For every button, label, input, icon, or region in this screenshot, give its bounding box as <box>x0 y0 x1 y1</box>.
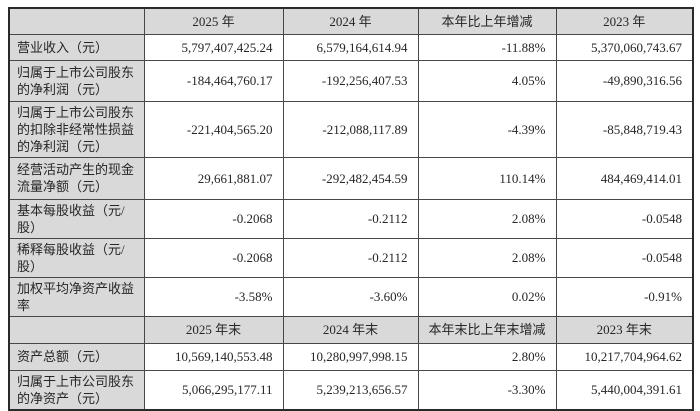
cell-value: 5,440,004,391.61 <box>555 369 694 410</box>
cell-value: -3.60% <box>282 276 419 317</box>
cell-value: -0.91% <box>555 276 694 317</box>
cell-value: 110.14% <box>417 156 557 200</box>
row-label: 加权平均净资产收益率 <box>8 276 145 317</box>
column-header-2024-end: 2024 年末 <box>282 315 419 344</box>
table-row-diluted-eps: 稀释每股收益（元/股） -0.2068 -0.2112 2.08% -0.054… <box>8 237 694 278</box>
table-row-net-profit: 归属于上市公司股东的净利润（元） -184,464,760.17 -192,25… <box>8 59 694 102</box>
cell-value: 0.02% <box>417 276 557 317</box>
cell-value: -192,256,407.53 <box>282 59 419 102</box>
cell-value: -11.88% <box>417 33 557 61</box>
row-label: 营业收入（元） <box>8 33 145 61</box>
row-label: 资产总额（元） <box>8 342 145 371</box>
cell-value: -0.2068 <box>143 237 284 278</box>
cell-value: 2.08% <box>417 237 557 278</box>
cell-value: 10,569,140,553.48 <box>143 342 284 371</box>
cell-value: 2.08% <box>417 198 557 239</box>
table-row-revenue: 营业收入（元） 5,797,407,425.24 6,579,164,614.9… <box>8 33 694 61</box>
row-label: 基本每股收益（元/股） <box>8 198 145 239</box>
cell-value: 5,370,060,743.67 <box>555 33 694 61</box>
cell-value: -0.0548 <box>555 237 694 278</box>
cell-value: 4.05% <box>417 59 557 102</box>
cell-value: 10,217,704,964.62 <box>555 342 694 371</box>
cell-value: -4.39% <box>417 100 557 158</box>
column-header-yoy-change: 本年比上年增减 <box>417 7 557 35</box>
table-row-net-assets: 归属于上市公司股东的净资产（元） 5,066,295,177.11 5,239,… <box>8 369 694 410</box>
financial-summary: 2025 年 2024 年 本年比上年增减 2023 年 营业收入（元） 5,7… <box>8 7 694 411</box>
cell-value: -212,088,117.89 <box>282 100 419 158</box>
cell-value: 5,797,407,425.24 <box>143 33 284 61</box>
row-label: 归属于上市公司股东的净利润（元） <box>8 59 145 102</box>
table-row-net-profit-excl-nonrecurring: 归属于上市公司股东的扣除非经常性损益的净利润（元） -221,404,565.2… <box>8 100 694 158</box>
cell-value: 484,469,414.01 <box>555 156 694 200</box>
column-header-2024: 2024 年 <box>282 7 419 35</box>
cell-value: -184,464,760.17 <box>143 59 284 102</box>
cell-value: -221,404,565.20 <box>143 100 284 158</box>
column-header-year-end-change: 本年末比上年末增减 <box>417 315 557 344</box>
table-row-weighted-avg-roe: 加权平均净资产收益率 -3.58% -3.60% 0.02% -0.91% <box>8 276 694 317</box>
cell-value: -0.2112 <box>282 237 419 278</box>
table-row-basic-eps: 基本每股收益（元/股） -0.2068 -0.2112 2.08% -0.054… <box>8 198 694 239</box>
column-header-2023: 2023 年 <box>555 7 694 35</box>
corner-cell <box>8 315 145 344</box>
cell-value: 5,239,213,656.57 <box>282 369 419 410</box>
column-header-2023-end: 2023 年末 <box>555 315 694 344</box>
table-row-operating-cash-flow: 经营活动产生的现金流量净额（元） 29,661,881.07 -292,482,… <box>8 156 694 200</box>
cell-value: 10,280,997,998.15 <box>282 342 419 371</box>
table-row-total-assets: 资产总额（元） 10,569,140,553.48 10,280,997,998… <box>8 342 694 371</box>
cell-value: 5,066,295,177.11 <box>143 369 284 410</box>
cell-value: -3.58% <box>143 276 284 317</box>
cell-value: -49,890,316.56 <box>555 59 694 102</box>
cell-value: 2.80% <box>417 342 557 371</box>
row-label: 归属于上市公司股东的净资产（元） <box>8 369 145 410</box>
row-label: 归属于上市公司股东的扣除非经常性损益的净利润（元） <box>8 100 145 158</box>
cell-value: -292,482,454.59 <box>282 156 419 200</box>
corner-cell <box>8 7 145 35</box>
column-header-2025: 2025 年 <box>143 7 284 35</box>
cell-value: -0.2068 <box>143 198 284 239</box>
financial-summary-table: 2025 年 2024 年 本年比上年增减 2023 年 营业收入（元） 5,7… <box>8 7 694 411</box>
row-label: 经营活动产生的现金流量净额（元） <box>8 156 145 200</box>
table-header-row-year-end: 2025 年末 2024 年末 本年末比上年末增减 2023 年末 <box>8 315 694 344</box>
table-header-row-annual: 2025 年 2024 年 本年比上年增减 2023 年 <box>8 7 694 35</box>
row-label: 稀释每股收益（元/股） <box>8 237 145 278</box>
cell-value: -85,848,719.43 <box>555 100 694 158</box>
cell-value: 29,661,881.07 <box>143 156 284 200</box>
column-header-2025-end: 2025 年末 <box>143 315 284 344</box>
cell-value: 6,579,164,614.94 <box>282 33 419 61</box>
cell-value: -0.0548 <box>555 198 694 239</box>
cell-value: -3.30% <box>417 369 557 410</box>
cell-value: -0.2112 <box>282 198 419 239</box>
